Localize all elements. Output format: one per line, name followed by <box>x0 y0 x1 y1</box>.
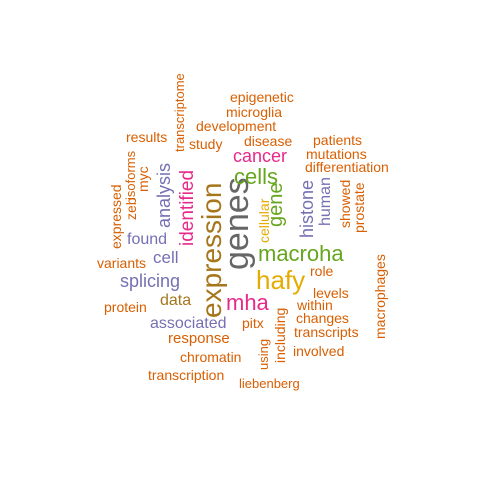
word-cellular: cellular <box>256 198 272 243</box>
word-role: role <box>310 263 334 279</box>
word-pitx: pitx <box>242 315 264 331</box>
word-transcripts: transcripts <box>294 324 359 340</box>
word-transcription: transcription <box>148 367 225 383</box>
word-protein: protein <box>104 299 147 315</box>
word-myc: myc <box>135 166 151 192</box>
word-development: development <box>196 118 277 134</box>
word-response: response <box>168 330 230 347</box>
word-data: data <box>160 292 192 309</box>
word-within: within <box>297 297 333 313</box>
word-patients: patients <box>313 132 363 148</box>
word-macroha: macroha <box>258 241 344 266</box>
word-variants: variants <box>97 255 147 271</box>
word-differentiation: differentiation <box>305 159 389 175</box>
word-zeb: zeb <box>123 197 139 220</box>
word-results: results <box>126 129 168 145</box>
word-epigenetic: epigenetic <box>230 89 294 105</box>
word-prostate: prostate <box>351 182 367 233</box>
word-changes: changes <box>296 310 349 326</box>
word-cancer: cancer <box>233 146 288 166</box>
word-mha: mha <box>226 290 269 315</box>
word-showed: showed <box>337 179 353 228</box>
word-liebenberg: liebenberg <box>239 376 300 391</box>
word-including: including <box>272 307 288 363</box>
word-expression: expression <box>196 182 227 318</box>
word-disease: disease <box>244 133 293 149</box>
word-transcriptome: transcriptome <box>172 73 187 152</box>
word-identified: identified <box>177 169 198 246</box>
word-using: using <box>256 338 271 370</box>
word-found: found <box>127 231 168 248</box>
word-expressed: expressed <box>108 184 124 249</box>
word-chromatin: chromatin <box>180 349 242 365</box>
word-hafy: hafy <box>256 265 306 295</box>
word-analysis: analysis <box>154 162 174 228</box>
word-cell: cell <box>153 248 179 267</box>
word-levels: levels <box>313 285 349 301</box>
word-microglia: microglia <box>226 104 283 120</box>
word-histone: histone <box>297 179 317 238</box>
word-involved: involved <box>293 343 345 359</box>
word-cells: cells <box>234 164 279 189</box>
word-mutations: mutations <box>306 146 367 162</box>
word-study: study <box>189 136 223 152</box>
word-macrophages: macrophages <box>372 254 388 339</box>
word-associated: associated <box>150 315 227 332</box>
word-splicing: splicing <box>120 271 181 291</box>
word-human: human <box>317 177 334 226</box>
